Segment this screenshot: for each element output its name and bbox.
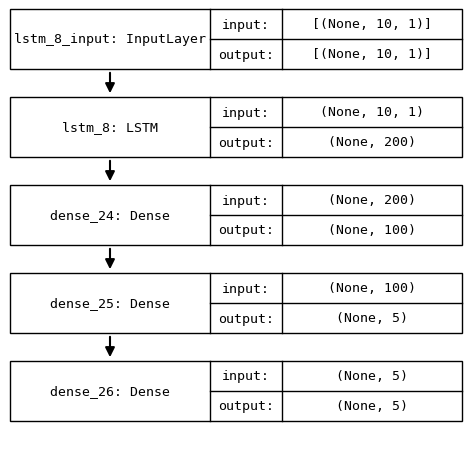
Bar: [10, 98, 462, 157]
Text: (None, 10, 1): (None, 10, 1): [320, 106, 424, 119]
Text: (None, 5): (None, 5): [336, 312, 408, 325]
Text: output:: output:: [218, 48, 274, 62]
Text: input:: input:: [222, 369, 270, 383]
Text: input:: input:: [222, 106, 270, 119]
Text: (None, 5): (None, 5): [336, 369, 408, 383]
Text: dense_26: Dense: dense_26: Dense: [50, 385, 170, 397]
Text: [(None, 10, 1)]: [(None, 10, 1)]: [312, 18, 432, 31]
Text: (None, 200): (None, 200): [328, 194, 416, 207]
Text: input:: input:: [222, 282, 270, 295]
Text: output:: output:: [218, 224, 274, 237]
Bar: [10, 274, 462, 333]
Text: input:: input:: [222, 194, 270, 207]
Text: (None, 200): (None, 200): [328, 136, 416, 149]
Text: dense_24: Dense: dense_24: Dense: [50, 209, 170, 222]
Bar: [10, 10, 462, 70]
Text: lstm_8: LSTM: lstm_8: LSTM: [62, 121, 158, 134]
Text: dense_25: Dense: dense_25: Dense: [50, 297, 170, 310]
Text: input:: input:: [222, 18, 270, 31]
Text: output:: output:: [218, 136, 274, 149]
Text: (None, 5): (None, 5): [336, 400, 408, 413]
Text: [(None, 10, 1)]: [(None, 10, 1)]: [312, 48, 432, 62]
Bar: [10, 185, 462, 246]
Text: output:: output:: [218, 312, 274, 325]
Text: output:: output:: [218, 400, 274, 413]
Text: lstm_8_input: InputLayer: lstm_8_input: InputLayer: [14, 34, 206, 46]
Text: (None, 100): (None, 100): [328, 282, 416, 295]
Bar: [10, 361, 462, 421]
Text: (None, 100): (None, 100): [328, 224, 416, 237]
